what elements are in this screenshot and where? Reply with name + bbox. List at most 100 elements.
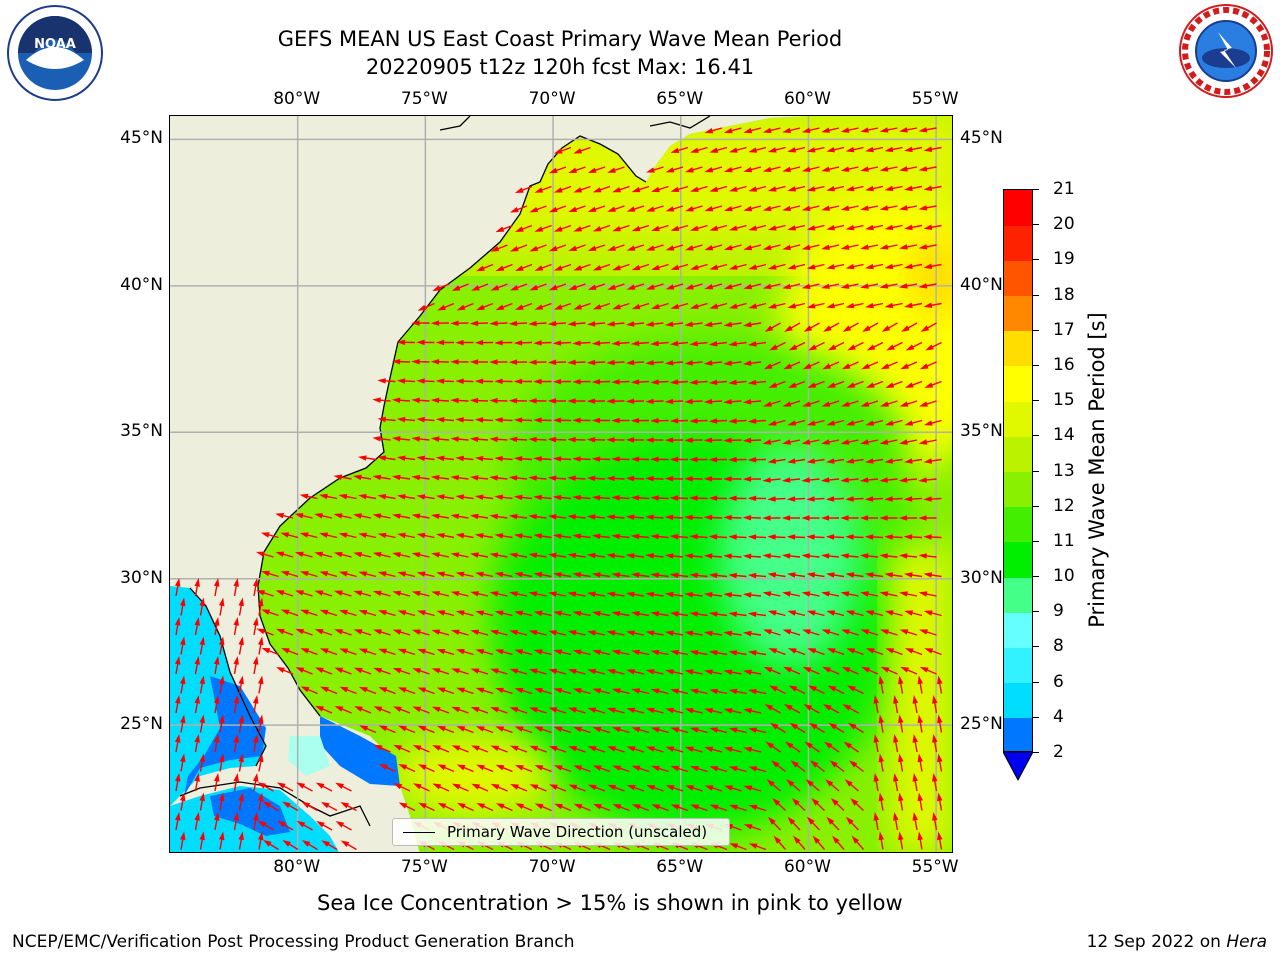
wave-arrow-head [826,816,835,825]
wave-arrow-head [703,398,713,405]
wave-arrow-head [392,590,402,597]
wave-arrow-head [257,753,264,763]
wave-arrow-head [233,617,239,626]
wave-arrow-head [179,792,186,802]
wave-arrow-head [690,147,699,153]
wave-arrow-head [437,304,446,311]
wave-arrow-head [238,831,244,841]
wave-arrow-head [435,339,445,346]
wave-arrow-head [411,397,420,404]
colorbar-tick-mark [1033,611,1039,613]
wave-arrow-head [475,610,485,616]
wave-arrow-head [669,611,679,617]
wave-arrow-head [587,707,597,713]
lat-label-right: 30°N [960,567,1003,588]
wave-arrow-head [552,378,562,385]
wave-arrow-head [174,734,181,743]
wave-arrow-head [470,552,479,558]
wave-arrow-head [903,534,913,540]
wave-arrow-head [398,725,407,732]
wave-arrow-head [763,363,773,370]
wave-arrow-head [179,831,186,841]
wave-arrow-head [917,714,924,724]
wave-arrow-head [937,792,943,802]
wave-arrow-head [194,695,200,704]
wave-arrow-head [607,245,616,251]
wave-arrow-head [912,695,919,704]
wave-arrow-head [568,206,578,213]
wave-arrow-head [747,611,757,618]
wave-arrow-head [573,226,583,232]
wave-arrow-head [841,629,850,635]
wave-arrow-head [762,515,771,521]
wave-arrow-head [840,553,849,559]
wave-arrow-head [474,378,484,385]
wave-arrow-head [456,304,466,311]
wave-arrow-head [708,418,718,424]
wave-arrow-head [431,706,441,713]
wave-arrow-head [490,783,500,790]
wave-arrow-head [567,630,577,636]
wave-arrow-head [923,496,932,502]
wave-arrow-head [435,455,445,462]
wave-arrow-head [689,534,698,540]
wave-arrow-head [529,707,538,713]
wave-arrow-head [436,687,446,693]
wave-arrow-head [436,571,445,578]
wave-arrow-head [314,629,324,635]
wave-arrow-head [878,675,885,685]
wave-arrow-head [767,572,777,578]
wave-arrow-head [860,205,869,211]
wave-arrow-head [358,609,368,616]
wave-arrow-head [879,283,889,289]
wave-arrow-head [338,571,348,577]
wave-arrow-head [689,727,699,733]
wave-arrow-head [358,493,367,500]
lat-label-left: 25°N [120,714,163,735]
lon-label-top: 65°W [656,89,704,109]
wave-arrow-head [333,513,343,519]
wave-arrow-head [252,695,259,704]
lon-label-bottom: 75°W [400,857,448,877]
wave-arrow-head [729,804,738,811]
wave-arrow-head [199,831,205,841]
wave-arrow-head [489,513,499,520]
wave-arrow-head [450,359,459,365]
wave-arrow-head [607,167,616,173]
wave-arrow-head [784,325,793,332]
wave-arrow-head [669,495,679,501]
lon-label-top: 70°W [528,89,576,109]
wave-arrow-head [703,553,713,559]
wave-arrow-head [918,515,927,521]
wave-arrow-head [645,553,654,559]
wave-arrow-head [534,726,544,732]
wave-arrow-head [471,285,480,291]
wave-arrow-head [548,707,558,713]
wave-arrow-head [651,264,660,271]
wave-arrow-head [723,553,732,560]
wave-arrow-head [684,514,693,521]
wave-arrow-head [353,513,362,519]
wave-arrow-head [489,359,498,365]
wave-arrow-head [533,378,542,385]
wave-arrow-head [791,797,800,806]
wave-arrow-head [455,571,465,578]
wave-arrow-head [742,437,752,444]
wave-arrow-head [490,745,500,752]
wave-arrow-head [174,617,181,626]
wave-arrow-head [417,304,427,311]
wave-arrow-head [689,611,699,617]
wave-arrow-head [793,835,801,844]
wave-arrow-head [806,225,816,231]
wave-arrow-head [319,493,328,500]
wave-arrow-head [685,245,694,251]
wave-arrow-head [802,666,812,673]
wave-arrow-head [865,302,874,309]
wave-arrow-head [528,475,537,481]
wave-arrow-head [864,496,874,502]
wave-arrow-head [490,707,500,713]
wave-arrow-head [845,496,854,502]
wave-arrow-head [899,439,908,445]
wave-arrow-head [573,265,583,271]
wave-arrow-head [339,609,348,616]
